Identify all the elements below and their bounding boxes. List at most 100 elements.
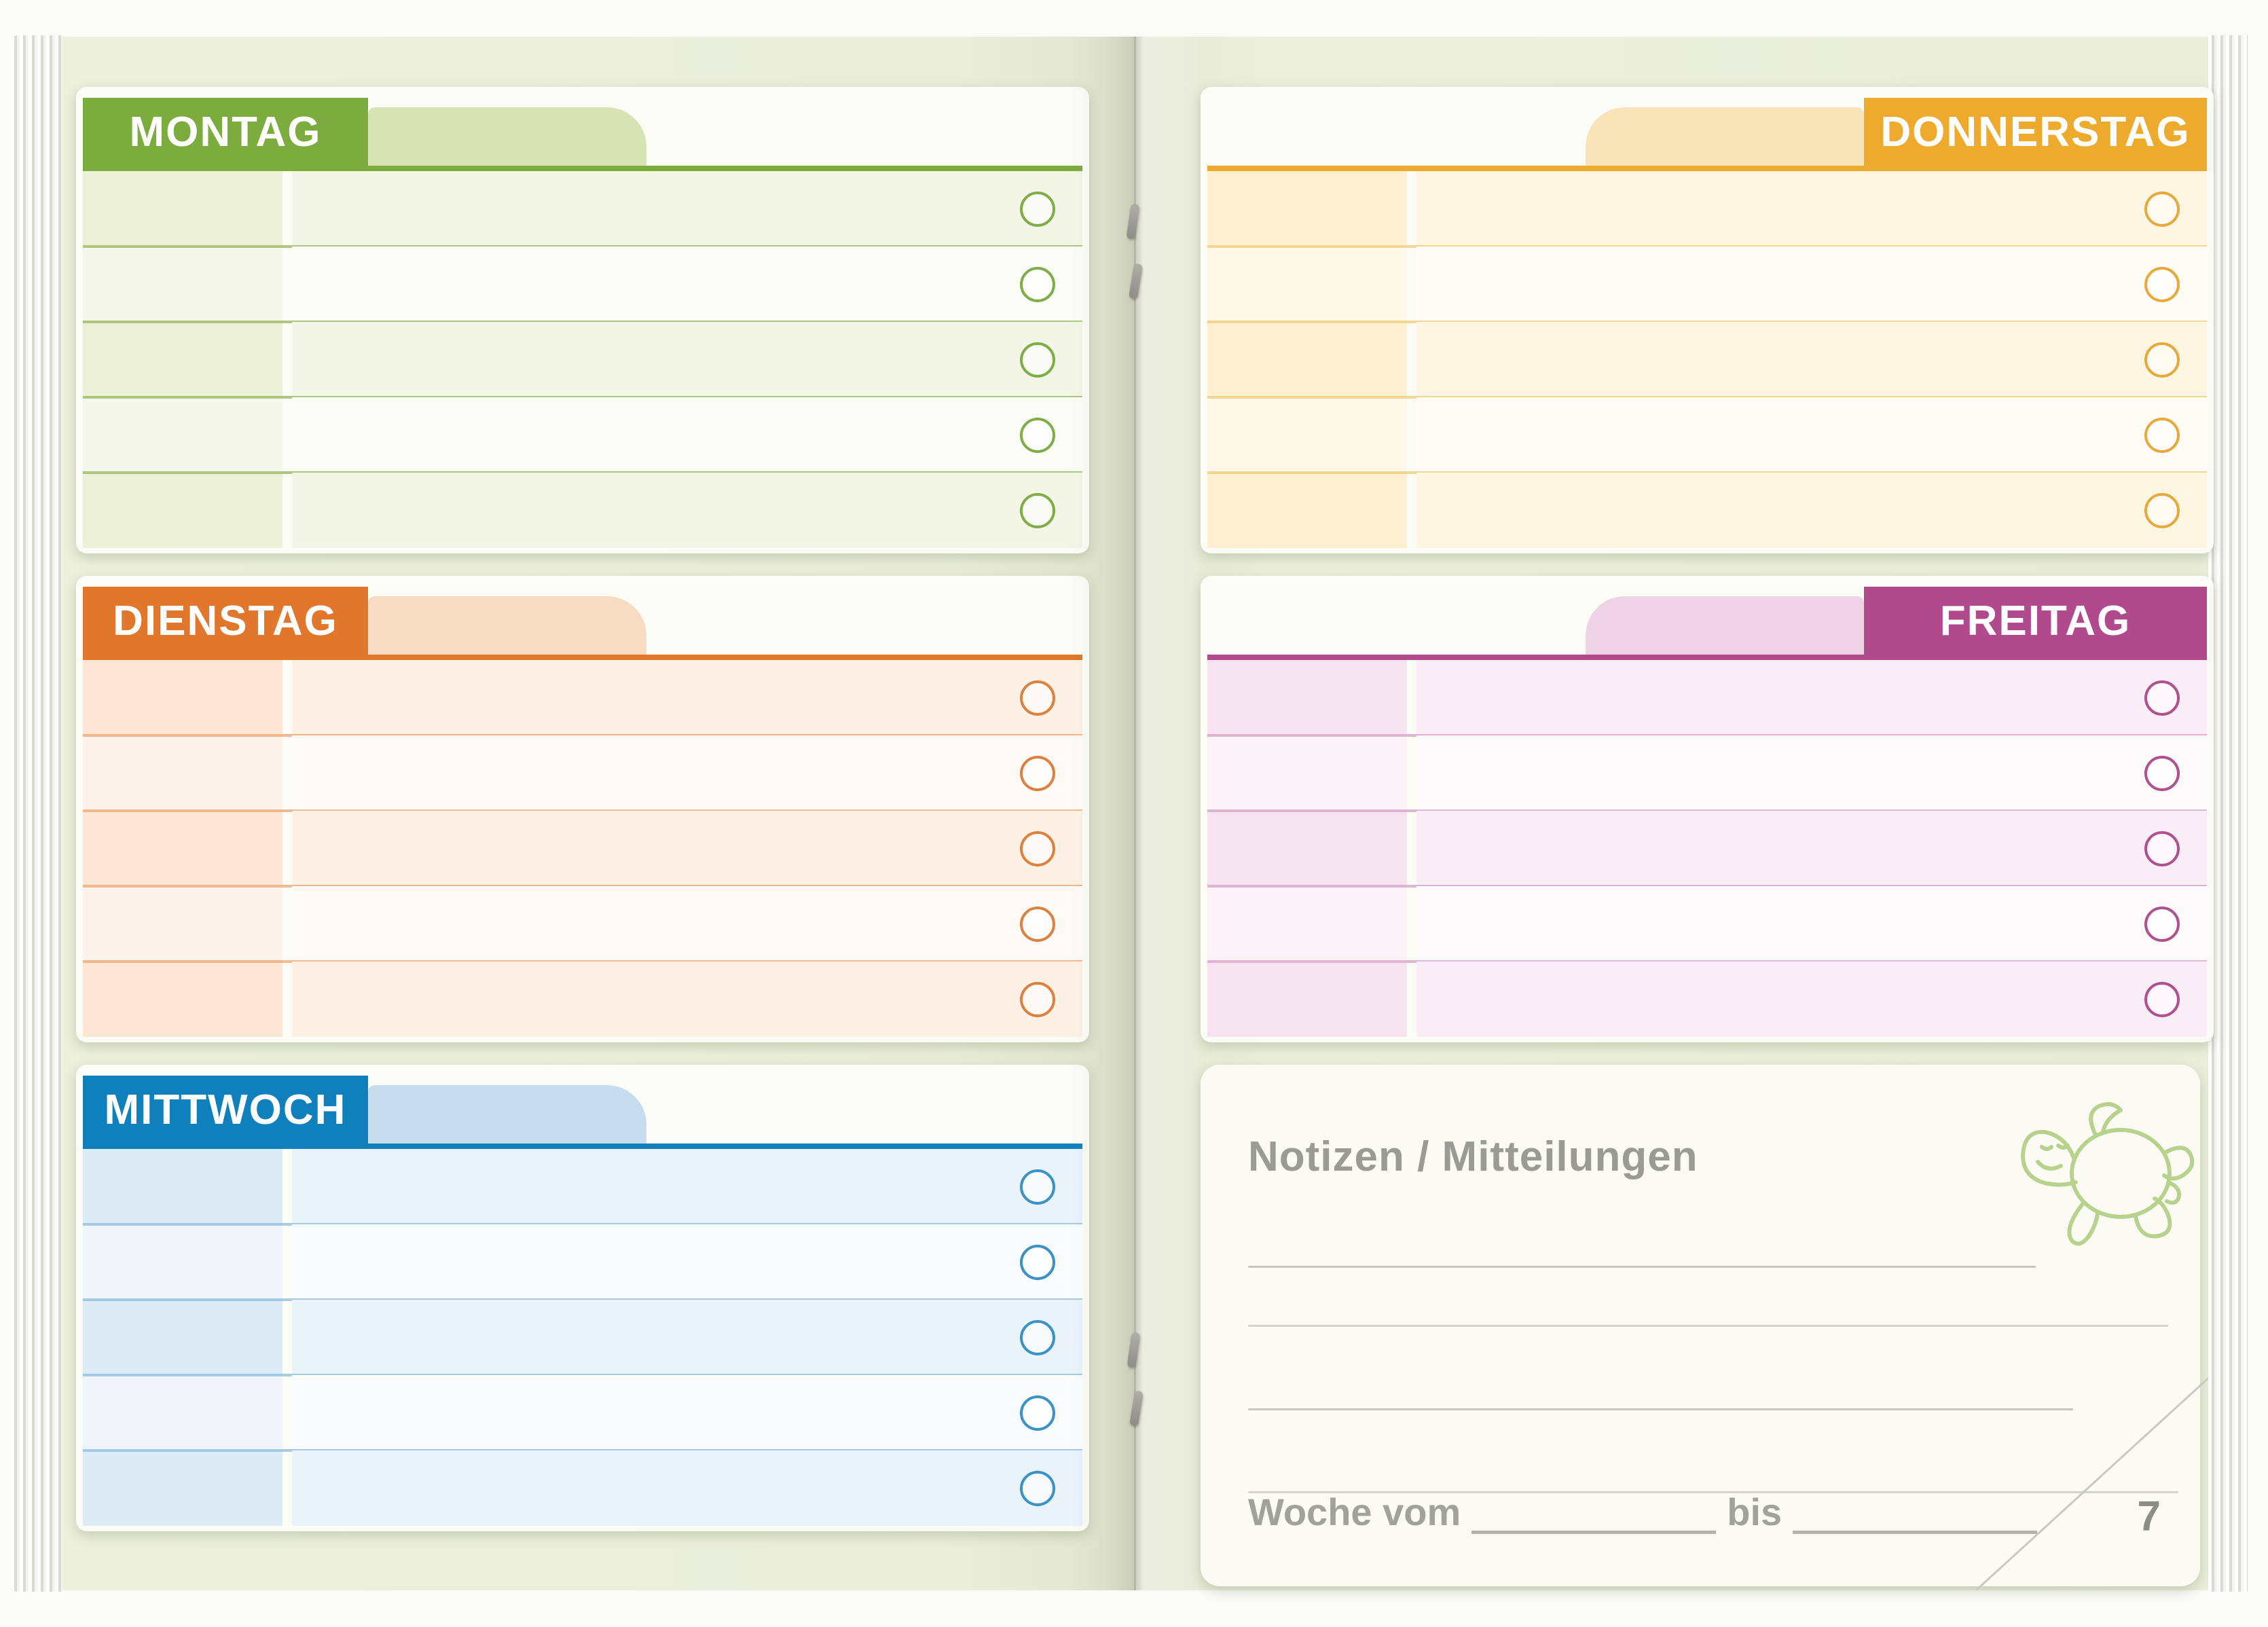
subject-cell — [1207, 246, 1407, 322]
day-section-donnerstag: DONNERSTAG — [1201, 87, 2214, 553]
ruled-line — [1248, 1491, 2178, 1493]
column-gap — [282, 171, 292, 246]
lesson-row — [83, 471, 1082, 548]
lesson-row — [1207, 171, 2207, 246]
column-gap — [282, 397, 292, 473]
lesson-row — [83, 245, 1082, 322]
subject-cell — [1207, 660, 1407, 735]
lesson-row — [1207, 660, 2207, 735]
subject-cell — [83, 246, 282, 322]
subject-cell — [83, 397, 282, 473]
subject-cell — [1207, 811, 1407, 886]
done-check-circle — [1020, 191, 1055, 227]
column-gap — [1407, 397, 1416, 473]
lesson-row — [1207, 245, 2207, 322]
homework-cell — [292, 962, 1082, 1037]
lesson-row — [1207, 809, 2207, 886]
day-header-freitag: FREITAG — [1207, 587, 2207, 660]
lesson-row — [83, 1298, 1082, 1375]
day-header-mittwoch: MITTWOCH — [83, 1076, 1082, 1149]
done-check-circle — [2144, 492, 2180, 528]
done-check-circle — [2144, 755, 2180, 791]
lesson-rows — [83, 1149, 1082, 1526]
subject-cell — [83, 171, 282, 246]
done-check-circle — [2144, 906, 2180, 942]
day-header-tab — [1586, 107, 1864, 166]
lesson-row — [83, 660, 1082, 735]
homework-cell — [292, 886, 1082, 962]
lesson-rows — [83, 660, 1082, 1037]
homework-cell — [1416, 735, 2207, 811]
subject-cell — [1207, 962, 1407, 1037]
done-check-circle — [1020, 266, 1055, 302]
lesson-row — [83, 809, 1082, 886]
subject-cell — [1207, 735, 1407, 811]
subject-cell — [83, 473, 282, 548]
lesson-rows — [1207, 171, 2207, 548]
done-check-circle — [1020, 830, 1055, 866]
lesson-row — [83, 885, 1082, 962]
done-check-circle — [2144, 266, 2180, 302]
page-number: 7 — [2137, 1493, 2161, 1540]
column-gap — [282, 322, 292, 397]
done-check-circle — [2144, 830, 2180, 866]
day-header-tab — [1586, 596, 1864, 655]
right-page: DONNERSTAG FREITAG Notizen / Mitteilunge… — [1135, 37, 2214, 1590]
column-gap — [282, 962, 292, 1037]
subject-cell — [83, 1450, 282, 1526]
homework-cell — [1416, 397, 2207, 473]
column-gap — [1407, 473, 1416, 548]
day-header-donnerstag: DONNERSTAG — [1207, 98, 2207, 171]
subject-cell — [83, 1300, 282, 1375]
homework-cell — [1416, 322, 2207, 397]
homework-cell — [292, 1450, 1082, 1526]
lesson-row — [1207, 734, 2207, 811]
done-check-circle — [2144, 417, 2180, 453]
day-section-mittwoch: MITTWOCH — [76, 1065, 1089, 1531]
week-range-row: Woche vom bis — [1248, 1490, 2048, 1534]
ruled-line — [1248, 1325, 2168, 1327]
homework-cell — [292, 1300, 1082, 1375]
column-gap — [282, 811, 292, 886]
homework-cell — [292, 1149, 1082, 1224]
homework-cell — [292, 811, 1082, 886]
column-gap — [1407, 735, 1416, 811]
column-gap — [282, 1450, 292, 1526]
column-gap — [282, 735, 292, 811]
column-gap — [1407, 962, 1416, 1037]
done-check-circle — [1020, 981, 1055, 1017]
column-gap — [282, 886, 292, 962]
week-from-label: Woche vom — [1248, 1491, 1461, 1533]
lesson-row — [1207, 960, 2207, 1037]
week-to-blank-line — [1793, 1501, 2038, 1534]
homework-cell — [1416, 246, 2207, 322]
day-label-dienstag: DIENSTAG — [83, 587, 368, 655]
homework-cell — [292, 1224, 1082, 1300]
day-header-tab — [368, 1085, 646, 1144]
page-stack-edge-right — [2208, 35, 2248, 1592]
day-label-mittwoch: MITTWOCH — [83, 1076, 368, 1144]
day-label-montag: MONTAG — [83, 98, 368, 166]
subject-cell — [83, 1149, 282, 1224]
lesson-row — [83, 1374, 1082, 1450]
column-gap — [282, 1375, 292, 1450]
homework-cell — [1416, 473, 2207, 548]
done-check-circle — [1020, 906, 1055, 942]
subject-cell — [83, 886, 282, 962]
lesson-row — [1207, 396, 2207, 473]
day-section-dienstag: DIENSTAG — [76, 576, 1089, 1042]
subject-cell — [83, 735, 282, 811]
column-gap — [282, 1300, 292, 1375]
subject-cell — [1207, 886, 1407, 962]
homework-cell — [292, 735, 1082, 811]
turtle-doodle-icon — [2021, 1102, 2195, 1246]
homework-cell — [292, 397, 1082, 473]
homework-cell — [292, 322, 1082, 397]
lesson-row — [83, 1149, 1082, 1224]
lesson-row — [83, 396, 1082, 473]
done-check-circle — [2144, 342, 2180, 378]
column-gap — [282, 473, 292, 548]
column-gap — [282, 1149, 292, 1224]
homework-cell — [1416, 171, 2207, 246]
